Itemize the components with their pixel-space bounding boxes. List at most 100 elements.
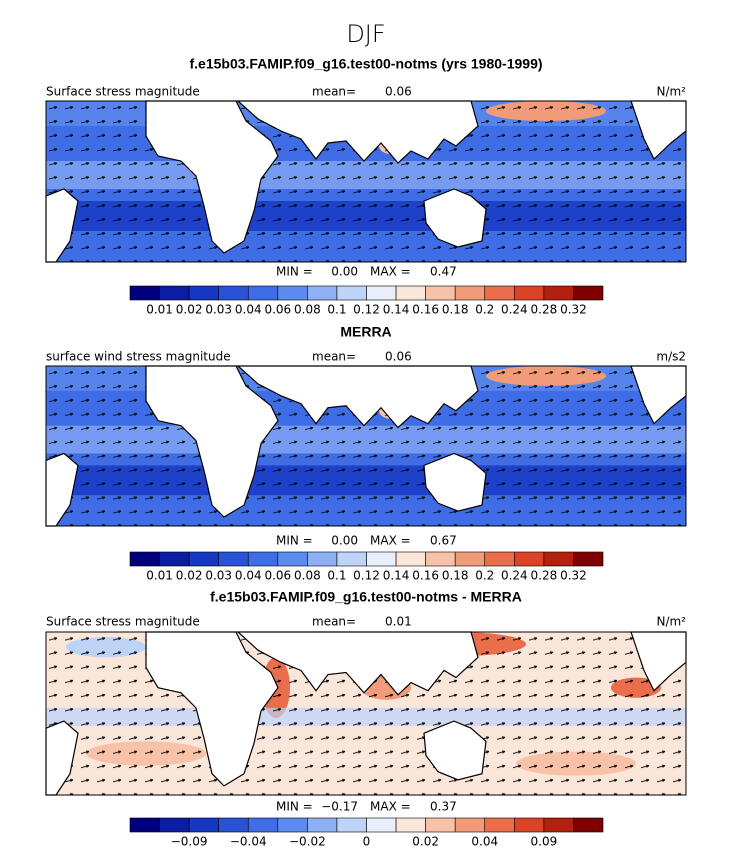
variable-label: Surface stress magnitude [46, 615, 200, 629]
panel-title: f.e15b03.FAMIP.f09_g16.test00-notms - ME… [210, 589, 522, 605]
colorbar-label: 0.24 [501, 303, 528, 317]
map [45, 100, 687, 263]
colorbar-box [573, 551, 604, 567]
colorbar-box [484, 551, 515, 567]
colorbar-box [514, 551, 545, 567]
colorbar-box [336, 285, 367, 301]
colorbar-label: 0.32 [560, 569, 587, 583]
colorbar-label: 0.04 [235, 303, 262, 317]
mean-value: 0.01 [385, 615, 412, 629]
min-value: 0.00 [331, 265, 358, 279]
colorbar-box [336, 817, 367, 833]
map-frame [45, 100, 687, 263]
colorbar-label: 0.08 [294, 569, 321, 583]
colorbar-label: 0.1 [327, 569, 346, 583]
colorbar-box [129, 551, 160, 567]
map [45, 365, 687, 527]
colorbar-box [336, 551, 367, 567]
colorbar-box [218, 285, 249, 301]
mean-value: 0.06 [385, 85, 412, 99]
colorbar-box [366, 285, 397, 301]
mean-label: mean= [312, 350, 356, 364]
colorbar-label: 0.06 [264, 569, 291, 583]
colorbar-label: 0.02 [176, 569, 203, 583]
colorbar-box [454, 285, 486, 301]
max-value: 0.47 [430, 265, 457, 279]
colorbar-box [307, 551, 338, 567]
colorbar-box [366, 817, 397, 833]
colorbar-box [188, 817, 219, 833]
colorbar-box [484, 817, 515, 833]
colorbar-box [514, 285, 545, 301]
colorbar-box [247, 285, 279, 301]
colorbar-label: 0.01 [146, 569, 173, 583]
units: m/s2 [656, 350, 686, 364]
min-label: MIN = [276, 800, 313, 814]
map [45, 631, 687, 796]
colorbar-box [425, 285, 456, 301]
colorbar-label: 0.08 [294, 303, 321, 317]
colorbar-box [159, 551, 190, 567]
colorbar-box [395, 551, 426, 567]
colorbar-box [395, 817, 426, 833]
colorbar-label: 0.03 [205, 569, 232, 583]
map-frame [45, 365, 687, 527]
colorbar-label: 0.03 [205, 303, 232, 317]
colorbar-box [573, 285, 604, 301]
colorbar-box [129, 817, 160, 833]
colorbar-box [159, 817, 190, 833]
colorbar-label: 0.09 [531, 835, 558, 849]
colorbar-label: 0 [363, 835, 371, 849]
colorbar-label: 0.14 [383, 569, 410, 583]
colorbar-label: 0.04 [471, 835, 498, 849]
max-label: MAX = [370, 534, 411, 548]
colorbar-box [247, 817, 279, 833]
colorbar-label: 0.16 [412, 569, 439, 583]
colorbar-box [425, 551, 456, 567]
colorbar-box [188, 285, 219, 301]
colorbar-box [218, 551, 249, 567]
colorbar-label: 0.28 [531, 303, 558, 317]
panel-title: f.e15b03.FAMIP.f09_g16.test00-notms (yrs… [189, 56, 542, 72]
min-value: −0.17 [321, 800, 358, 814]
colorbar-box [277, 285, 308, 301]
colorbar-label: −0.02 [289, 835, 326, 849]
colorbar-label: 0.14 [383, 303, 410, 317]
mean-label: mean= [312, 615, 356, 629]
variable-label: Surface stress magnitude [46, 85, 200, 99]
colorbar-label: 0.01 [146, 303, 173, 317]
colorbar-label: 0.04 [235, 569, 262, 583]
max-label: MAX = [370, 265, 411, 279]
colorbar-label: 0.06 [264, 303, 291, 317]
max-value: 0.67 [430, 534, 457, 548]
colorbar-box [425, 817, 456, 833]
map-frame [45, 631, 687, 796]
units: N/m² [656, 615, 686, 629]
colorbar-box [218, 817, 249, 833]
colorbar-label: 0.12 [353, 569, 380, 583]
mean-label: mean= [312, 85, 356, 99]
colorbar-box [159, 285, 190, 301]
colorbar-box [188, 551, 219, 567]
colorbar-label: 0.12 [353, 303, 380, 317]
colorbar-box [454, 551, 486, 567]
colorbar-box [247, 551, 279, 567]
variable-label: surface wind stress magnitude [46, 350, 231, 364]
colorbar-label: 0.18 [442, 569, 469, 583]
min-label: MIN = [276, 534, 313, 548]
mean-value: 0.06 [385, 350, 412, 364]
colorbar-box [543, 285, 574, 301]
colorbar-box [395, 285, 426, 301]
colorbar-box [366, 551, 397, 567]
max-label: MAX = [370, 800, 411, 814]
colorbar-label: 0.32 [560, 303, 587, 317]
colorbar-label: −0.09 [171, 835, 208, 849]
colorbar-label: 0.1 [327, 303, 346, 317]
colorbar-box [277, 817, 308, 833]
colorbar-label: 0.28 [531, 569, 558, 583]
min-value: 0.00 [331, 534, 358, 548]
colorbar-box [307, 817, 338, 833]
colorbar-box [307, 285, 338, 301]
colorbar-box [129, 285, 160, 301]
